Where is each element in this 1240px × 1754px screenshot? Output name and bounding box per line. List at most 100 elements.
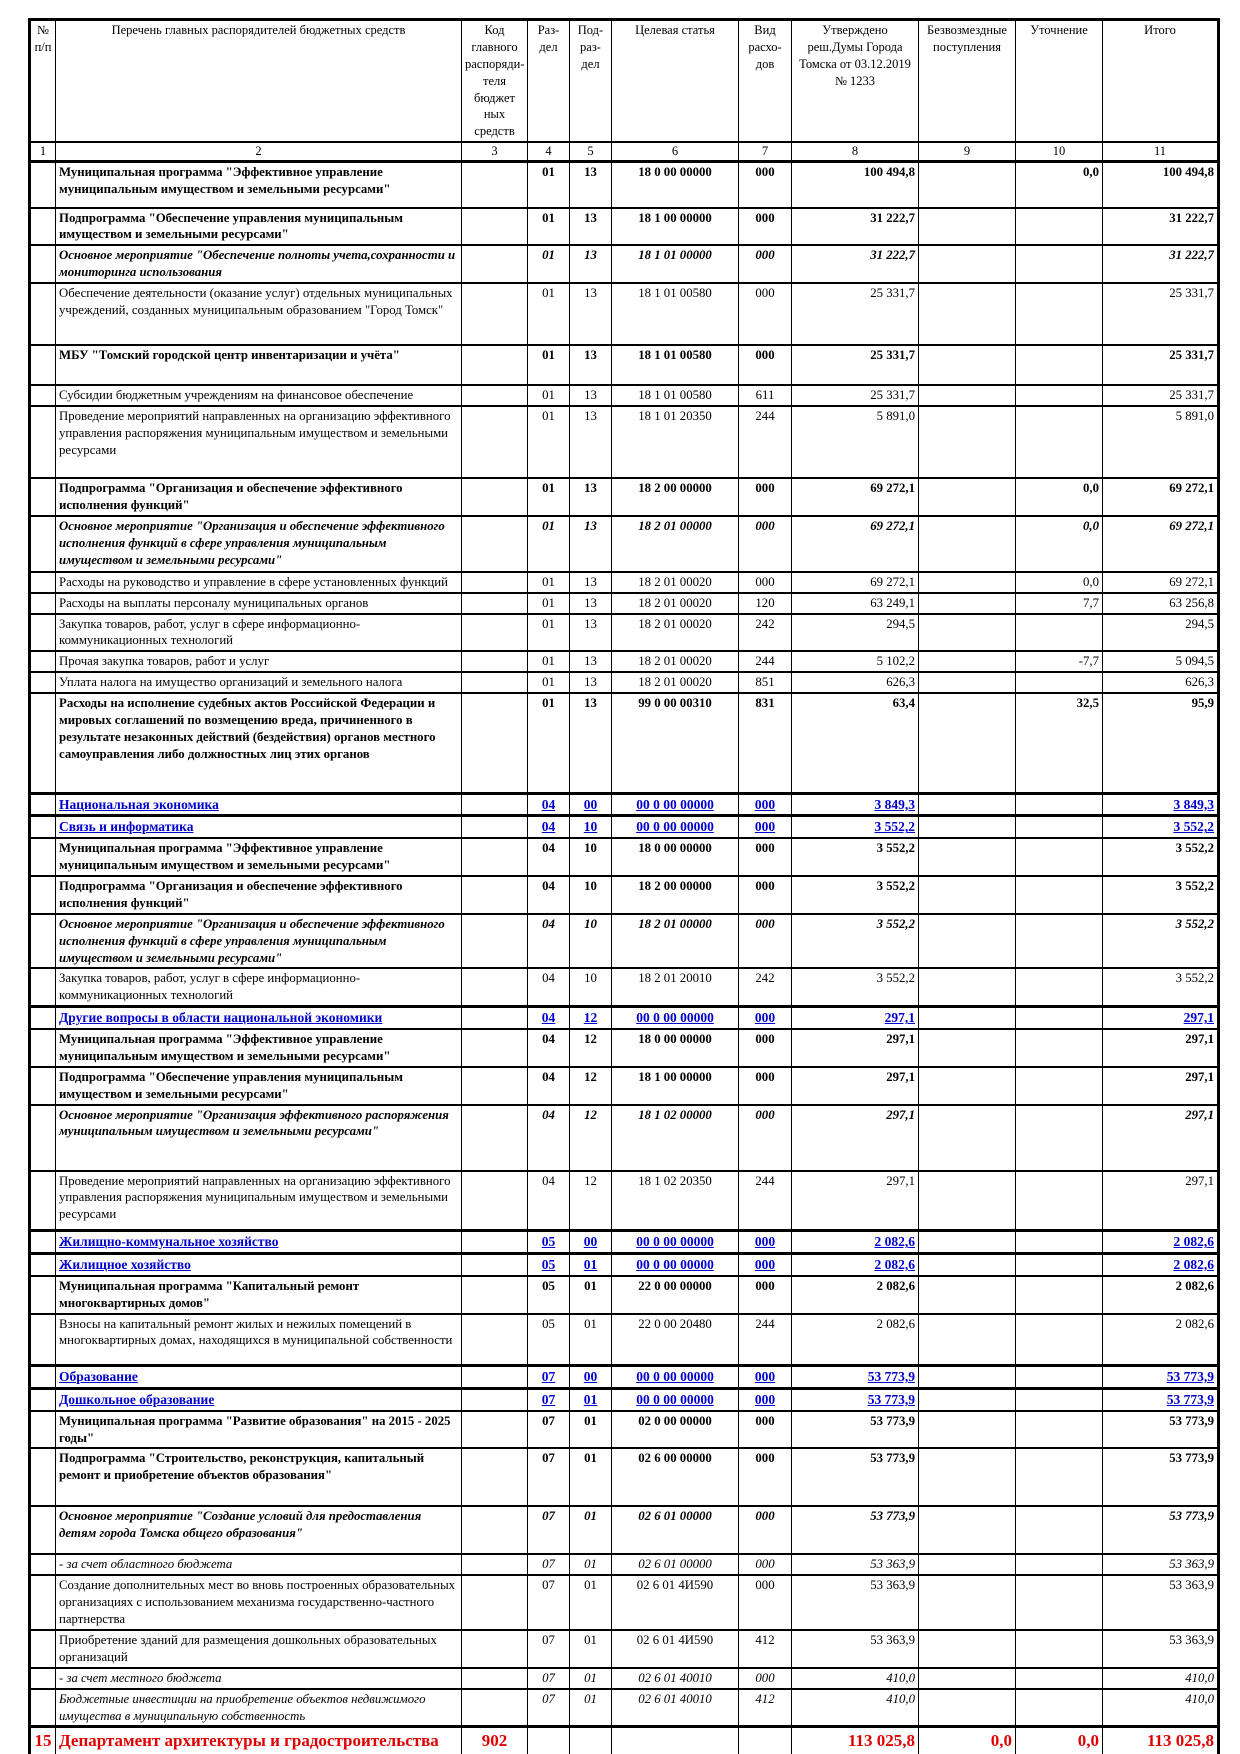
cell-code [461, 1312, 528, 1367]
cell-adj [1015, 1169, 1103, 1232]
cell-adj [1015, 1553, 1103, 1577]
cell-rz: 07 [527, 1409, 570, 1450]
cell-total: 53 773,9 [1102, 1386, 1219, 1412]
cell-num [29, 814, 56, 840]
cell-pr: 01 [569, 1687, 612, 1728]
table-row: - за счет местного бюджета 07 01 02 6 01 40… [29, 1666, 1219, 1690]
cell-name: Подпрограмма "Организация и обеспечение … [55, 874, 462, 915]
table-row: Связь и информатика 04 10 00 0 00 00000 000 3… [29, 814, 1219, 840]
cell-total: 297,1 [1102, 1169, 1219, 1232]
cell-approved: 626,3 [791, 671, 919, 695]
cell-grants [918, 671, 1016, 695]
cell-total: 31 222,7 [1102, 206, 1219, 247]
cell-total: 297,1 [1102, 1005, 1219, 1031]
cell-vr: 120 [738, 591, 792, 615]
cell-vr: 000 [738, 476, 792, 517]
cell-grants [918, 514, 1016, 573]
cell-code [461, 591, 528, 615]
cell-vr: 000 [738, 1251, 792, 1277]
cell-pr: 13 [569, 344, 612, 387]
cell-rz: 07 [527, 1666, 570, 1690]
cell-pr: 13 [569, 570, 612, 594]
cell-vr: 000 [738, 1386, 792, 1412]
cell-total: 5 094,5 [1102, 650, 1219, 674]
cell-code [461, 476, 528, 517]
cell-code [461, 1687, 528, 1728]
table-header: № п/п Перечень главных распорядителей бюд… [29, 18, 1219, 164]
cell-grants [918, 591, 1016, 615]
cell-code [461, 1005, 528, 1031]
cell-num [29, 671, 56, 695]
cell-name: Жилищно-коммунальное хозяйство [55, 1229, 462, 1255]
cell-total: 53 363,9 [1102, 1628, 1219, 1669]
cell-vr: 000 [738, 1574, 792, 1631]
cell-csr [611, 1725, 739, 1754]
cell-name: Подпрограмма "Организация и обеспечение … [55, 476, 462, 517]
cell-approved: 31 222,7 [791, 244, 919, 285]
cell-name: Национальная экономика [55, 791, 462, 817]
col-header-9: Безвозмездные поступления [918, 18, 1016, 144]
cell-pr: 10 [569, 874, 612, 915]
cell-name: Уплата налога на имущество организаций и… [55, 671, 462, 695]
header-numbers-row: 1 2 3 4 5 6 7 8 9 10 11 [29, 141, 1219, 164]
cell-csr: 00 0 00 00000 [611, 1251, 739, 1277]
table-row: Муниципальная программа "Эффективное упр… [29, 160, 1219, 209]
cell-csr: 00 0 00 00000 [611, 814, 739, 840]
col-header-5: Под- раз- дел [569, 18, 612, 144]
cell-vr: 244 [738, 650, 792, 674]
cell-vr: 244 [738, 404, 792, 479]
cell-grants [918, 967, 1016, 1008]
cell-grants [918, 160, 1016, 209]
cell-rz: 01 [527, 404, 570, 479]
cell-vr: 000 [738, 1364, 792, 1390]
cell-vr: 851 [738, 671, 792, 695]
cell-pr: 00 [569, 1229, 612, 1255]
cell-num [29, 1687, 56, 1728]
cell-code [461, 1103, 528, 1172]
cell-rz: 05 [527, 1312, 570, 1367]
cell-code [461, 1574, 528, 1631]
cell-num [29, 206, 56, 247]
cell-adj [1015, 282, 1103, 347]
cell-total: 297,1 [1102, 1028, 1219, 1068]
cell-name: Основное мероприятие "Создание условий д… [55, 1505, 462, 1556]
cell-total: 626,3 [1102, 671, 1219, 695]
cell-approved: 53 773,9 [791, 1409, 919, 1450]
table-row: Жилищно-коммунальное хозяйство 05 00 00 0 0… [29, 1229, 1219, 1255]
cell-pr: 13 [569, 514, 612, 573]
cell-pr: 10 [569, 967, 612, 1008]
cell-num [29, 912, 56, 970]
cell-adj [1015, 874, 1103, 915]
cell-adj [1015, 912, 1103, 970]
cell-pr: 13 [569, 404, 612, 479]
cell-rz: 07 [527, 1505, 570, 1556]
cell-adj [1015, 1251, 1103, 1277]
cell-pr: 10 [569, 837, 612, 877]
cell-rz: 04 [527, 1065, 570, 1106]
cell-csr: 18 2 01 00020 [611, 591, 739, 615]
cell-name: МБУ "Томский городской центр инвентариза… [55, 344, 462, 387]
cell-name: Прочая закупка товаров, работ и услуг [55, 650, 462, 674]
cell-num [29, 1065, 56, 1106]
cell-code [461, 1229, 528, 1255]
cell-total: 53 773,9 [1102, 1447, 1219, 1508]
col-number-10: 10 [1015, 141, 1103, 164]
cell-vr: 000 [738, 160, 792, 209]
cell-grants [918, 1229, 1016, 1255]
cell-grants [918, 1386, 1016, 1412]
cell-vr: 000 [738, 837, 792, 877]
cell-csr: 18 1 01 00580 [611, 384, 739, 407]
cell-grants [918, 1574, 1016, 1631]
col-number-11: 11 [1102, 141, 1219, 164]
cell-grants [918, 244, 1016, 285]
cell-adj [1015, 1274, 1103, 1315]
cell-rz: 01 [527, 650, 570, 674]
cell-code [461, 160, 528, 209]
cell-approved: 410,0 [791, 1666, 919, 1690]
cell-approved: 100 494,8 [791, 160, 919, 209]
cell-total: 53 773,9 [1102, 1409, 1219, 1450]
cell-approved: 3 552,2 [791, 814, 919, 840]
cell-name: Муниципальная программа "Капитальный рем… [55, 1274, 462, 1315]
cell-grants [918, 1364, 1016, 1390]
